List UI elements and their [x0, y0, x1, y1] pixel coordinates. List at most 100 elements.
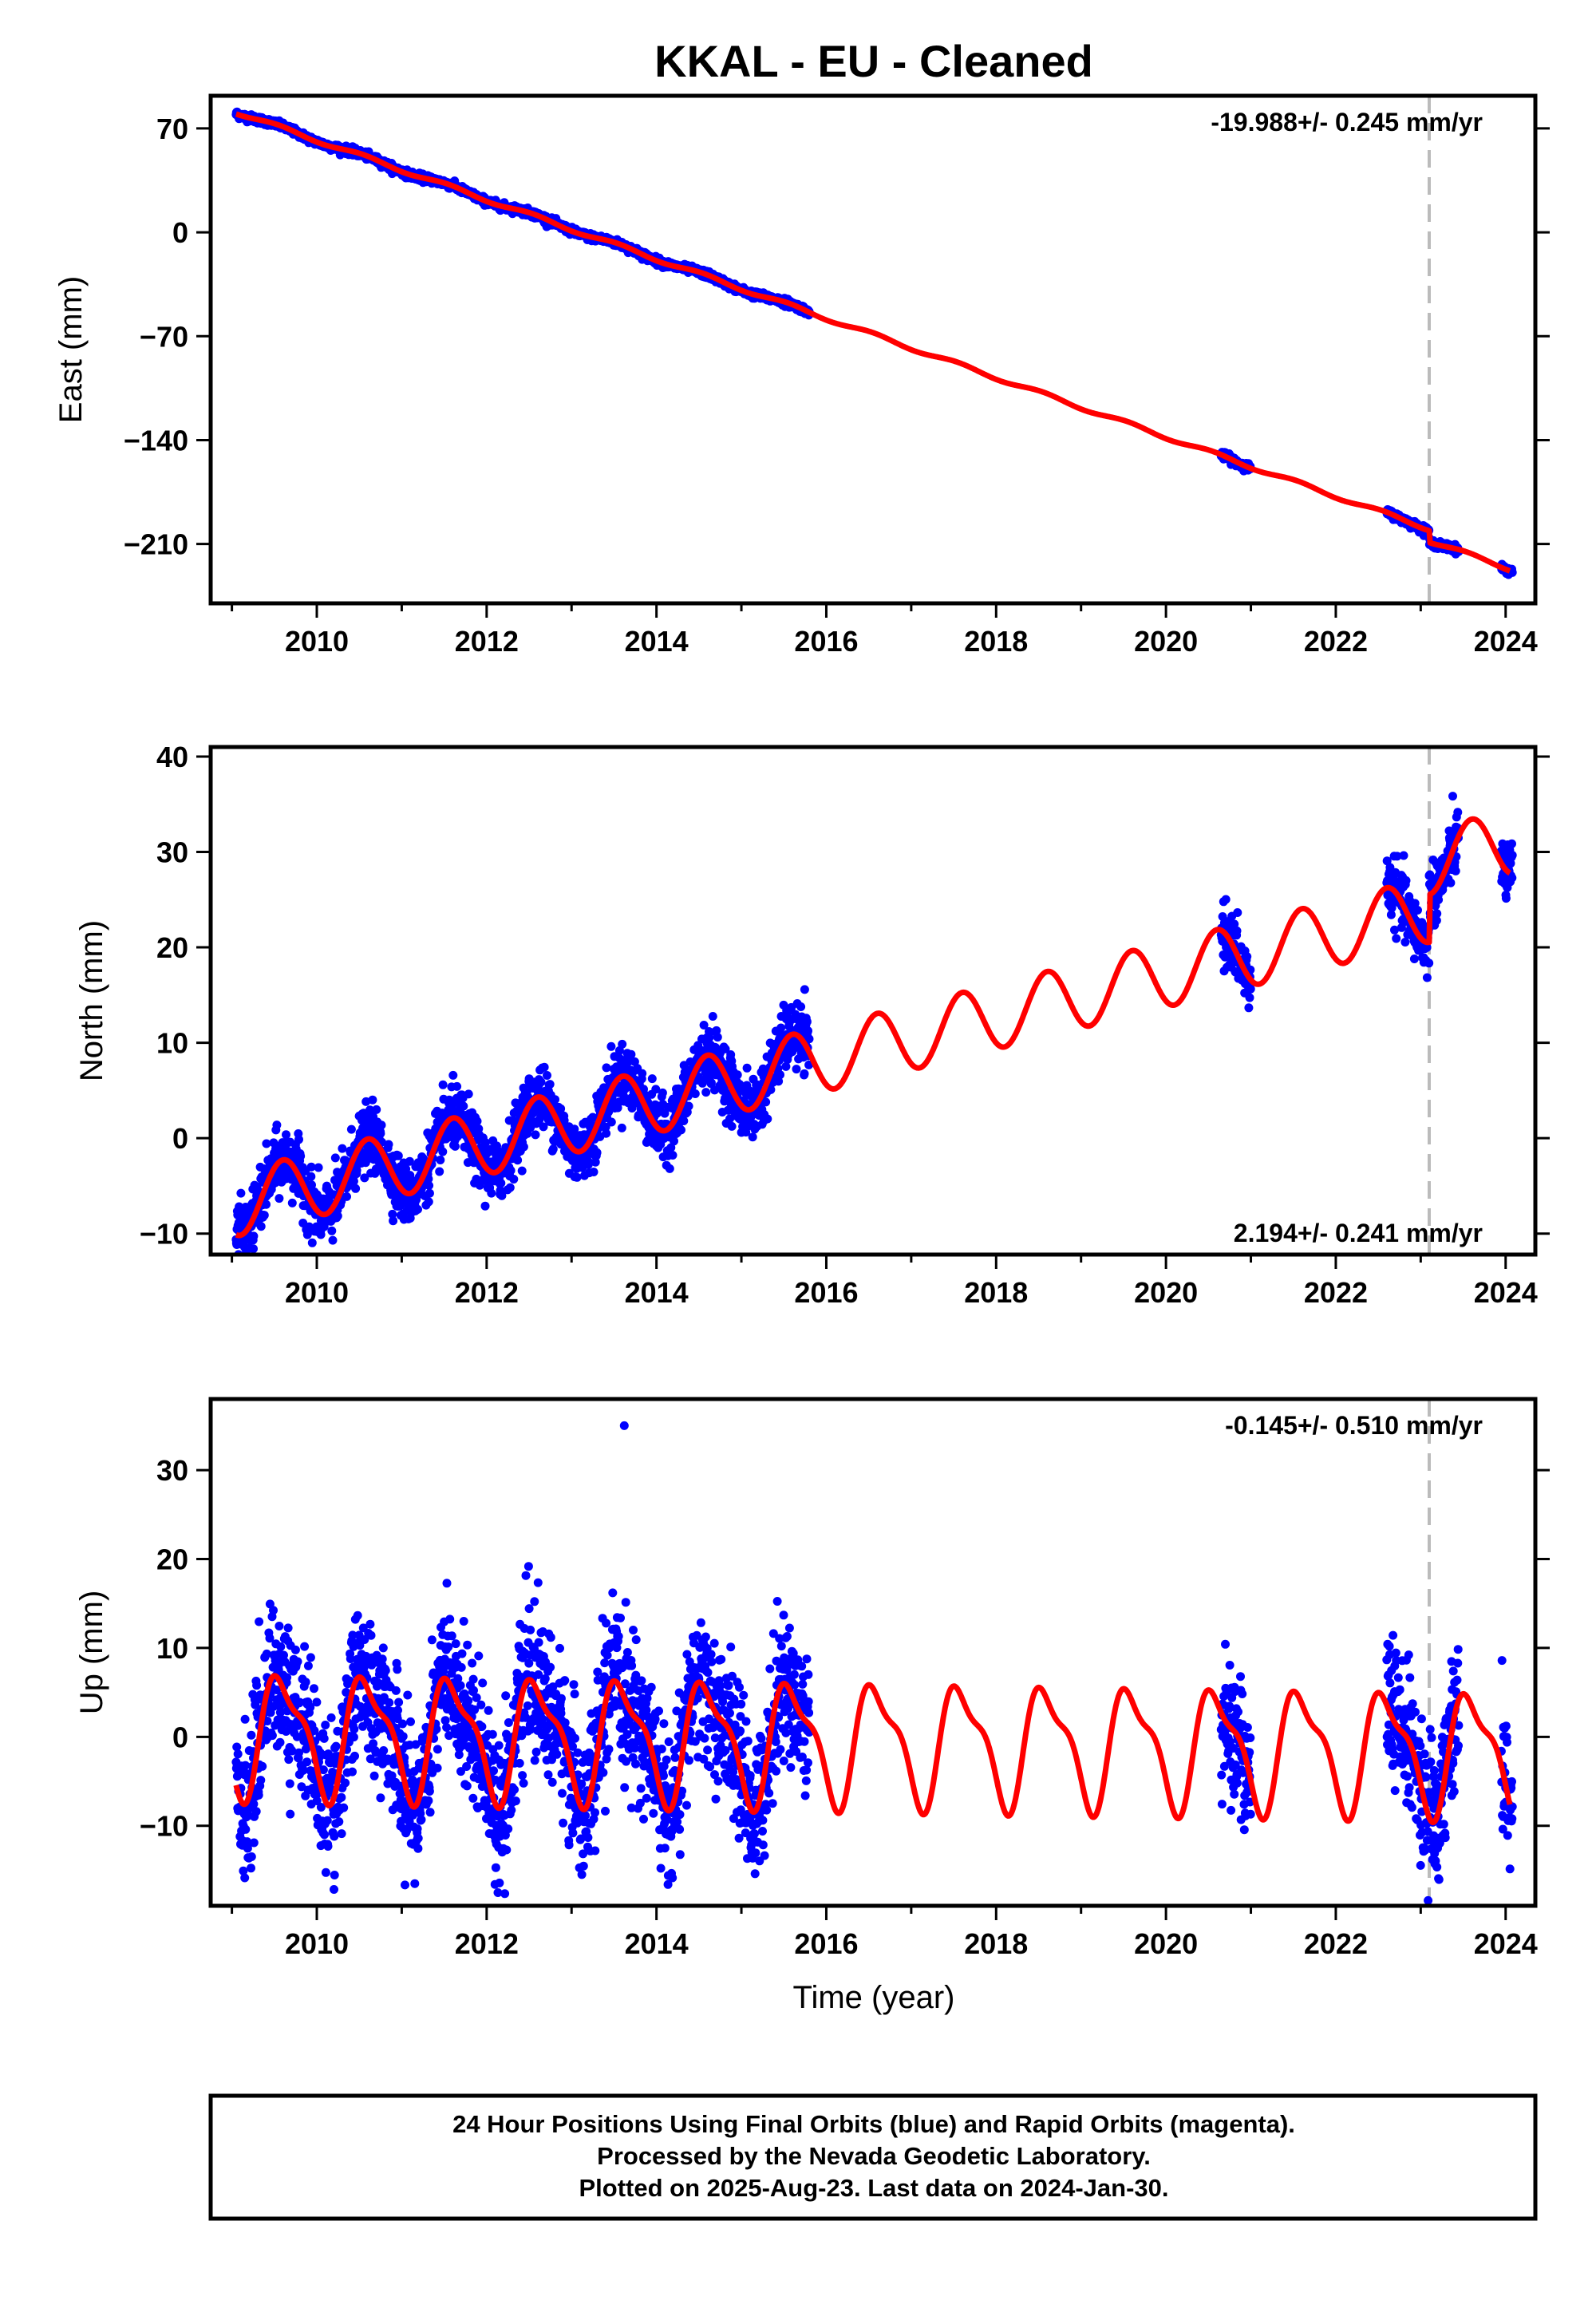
- plot-area: [231, 747, 1517, 1274]
- data-point: [506, 1166, 516, 1176]
- data-point: [748, 1132, 757, 1142]
- y-tick-label: 30: [156, 836, 188, 869]
- data-point: [284, 1755, 294, 1765]
- data-point: [276, 1642, 286, 1651]
- data-point: [617, 1123, 626, 1132]
- data-point: [249, 1244, 258, 1254]
- east-panel: 2010 2012 2014 2016 2018 2020 2022 2024700−70−1…: [53, 93, 1550, 658]
- panel-frame: [208, 93, 1538, 606]
- data-point: [592, 1148, 602, 1157]
- data-point: [1507, 851, 1517, 860]
- data-point: [287, 1198, 297, 1207]
- data-point: [389, 1216, 398, 1226]
- data-point: [306, 1162, 316, 1172]
- data-point: [1453, 808, 1463, 817]
- data-point: [425, 1181, 434, 1190]
- velocity-label: 2.194+/- 0.241 mm/yr: [1234, 1219, 1483, 1247]
- data-point: [254, 1790, 263, 1800]
- x-tick-label: 2020: [1134, 625, 1198, 658]
- data-point: [1245, 993, 1254, 1002]
- up-panel: 2010 2012 2014 2016 2018 2020 2022 20243020100−…: [74, 1397, 1550, 1960]
- data-point: [1232, 926, 1242, 935]
- north-panel: 2010 2012 2014 2016 2018 2020 2022 202440302010…: [74, 741, 1550, 1309]
- data-point: [262, 1199, 271, 1209]
- data-point: [424, 1174, 433, 1184]
- velocity-label: -19.988+/- 0.245 mm/yr: [1211, 108, 1483, 136]
- data-point: [368, 1095, 377, 1105]
- data-point: [262, 1139, 271, 1148]
- data-point: [251, 1807, 261, 1816]
- y-axis-label: North (mm): [74, 920, 109, 1081]
- x-tick-label: 2024: [1474, 625, 1538, 658]
- data-point: [802, 1017, 812, 1026]
- data-point: [269, 1606, 278, 1615]
- data-point: [800, 985, 809, 994]
- y-axis-label: East (mm): [53, 276, 89, 423]
- data-point: [267, 1731, 277, 1741]
- data-point: [551, 1095, 559, 1105]
- data-point: [384, 1140, 393, 1149]
- data-point: [1221, 895, 1231, 904]
- data-point: [259, 1211, 269, 1220]
- data-point: [240, 1873, 250, 1883]
- data-point: [307, 1238, 317, 1247]
- data-point: [708, 1012, 717, 1021]
- data-point: [679, 1117, 689, 1125]
- data-point: [548, 1144, 558, 1154]
- data-point: [286, 1809, 295, 1819]
- data-point: [238, 1264, 247, 1273]
- data-point: [543, 1071, 551, 1080]
- data-point: [300, 1642, 310, 1651]
- data-point: [252, 1681, 262, 1690]
- y-tick-label: 0: [172, 1122, 188, 1155]
- data-point: [1392, 934, 1401, 943]
- data-point: [517, 1166, 527, 1176]
- y-tick-label: −10: [140, 1218, 188, 1251]
- data-point: [307, 1180, 316, 1190]
- data-point: [377, 1120, 386, 1130]
- data-point: [1409, 954, 1419, 963]
- data-point: [405, 1156, 414, 1166]
- data-point: [240, 1265, 249, 1274]
- data-point: [536, 1077, 546, 1087]
- data-point: [314, 1163, 323, 1172]
- plot-area: [231, 1399, 1517, 1906]
- y-tick-label: −140: [124, 424, 188, 456]
- data-point: [328, 1235, 338, 1245]
- data-point: [256, 1776, 266, 1785]
- plot-area: [231, 96, 1517, 603]
- data-point: [618, 1039, 627, 1049]
- data-point: [545, 1080, 555, 1089]
- data-point: [275, 1737, 285, 1747]
- data-point: [1432, 909, 1442, 919]
- data-point: [249, 1231, 259, 1241]
- data-point: [539, 1062, 549, 1072]
- data-point: [236, 1188, 246, 1198]
- x-tick-label: 2010: [285, 625, 349, 658]
- data-point: [1446, 878, 1456, 887]
- data-point: [393, 1151, 403, 1160]
- data-point: [436, 1156, 445, 1164]
- data-point: [425, 1188, 434, 1198]
- data-point: [602, 1063, 611, 1073]
- data-point: [459, 1101, 468, 1111]
- data-point: [255, 1617, 264, 1626]
- observation-points: [231, 1421, 1517, 1905]
- data-point: [1242, 952, 1252, 962]
- y-tick-label: 20: [156, 931, 188, 964]
- data-point: [763, 1114, 772, 1124]
- data-point: [690, 1089, 700, 1098]
- data-point: [452, 1081, 462, 1091]
- data-point: [275, 1622, 284, 1630]
- data-point: [450, 1141, 460, 1151]
- data-point: [333, 1211, 342, 1221]
- data-point: [496, 1179, 506, 1188]
- data-point: [412, 1195, 421, 1204]
- data-point: [556, 1104, 566, 1113]
- y-tick-label: 10: [156, 1027, 188, 1060]
- data-point: [249, 1838, 259, 1848]
- data-point: [589, 1168, 598, 1176]
- data-point: [733, 1070, 742, 1080]
- data-point: [701, 1088, 711, 1097]
